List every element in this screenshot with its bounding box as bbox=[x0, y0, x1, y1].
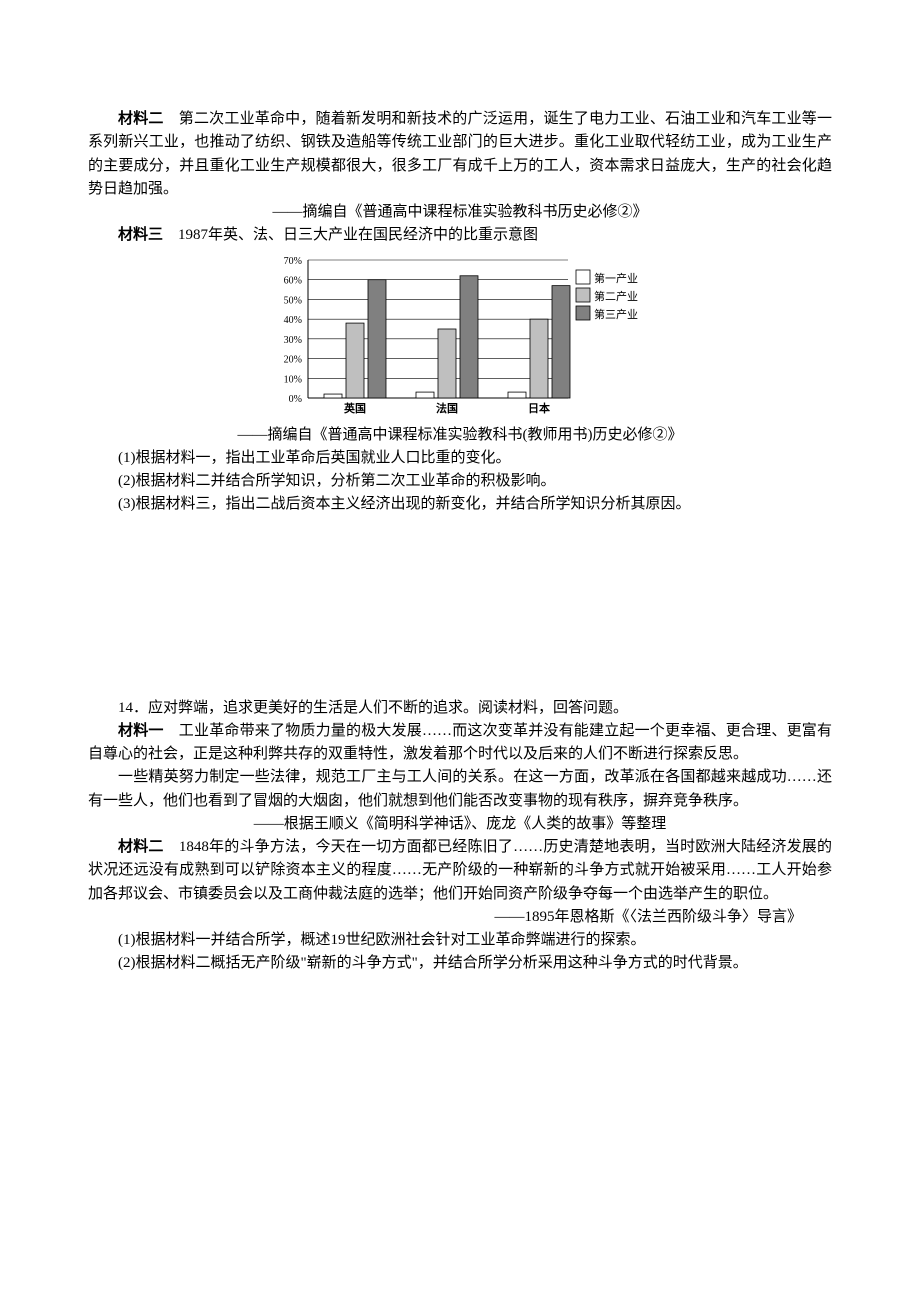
q14-material-2: 材料二 1848年的斗争方法，今天在一切方面都已经陈旧了……历史清楚地表明，当时… bbox=[88, 836, 832, 906]
document-page: 材料二 第二次工业革命中，随着新发明和新技术的广泛运用，诞生了电力工业、石油工业… bbox=[0, 0, 920, 1302]
svg-text:第一产业: 第一产业 bbox=[594, 271, 638, 285]
q14-m2-attrib: ——1895年恩格斯《〈法兰西阶级斗争〉导言》 bbox=[88, 906, 832, 929]
industry-bar-chart: 0% 10% 20% 30% 40% 50% 60% 70% 英国 法国 日本 第一产业第二产业第三产… bbox=[88, 252, 832, 422]
material-3-title: 1987年英、法、日三大产业在国民经济中的比重示意图 bbox=[163, 227, 538, 243]
q14-sub-q2: (2)根据材料二概括无产阶级"崭新的斗争方式"，并结合所学分析采用这种斗争方式的… bbox=[88, 952, 832, 975]
spacing bbox=[88, 517, 832, 697]
svg-text:10%: 10% bbox=[284, 374, 302, 385]
material-2-label: 材料二 bbox=[118, 111, 164, 127]
q14-m2-body: 1848年的斗争方法，今天在一切方面都已经陈旧了……历史清楚地表明，当时欧洲大陆… bbox=[88, 839, 832, 902]
svg-text:20%: 20% bbox=[284, 354, 302, 365]
material-2-body: 第二次工业革命中，随着新发明和新技术的广泛运用，诞生了电力工业、石油工业和汽车工… bbox=[88, 111, 832, 197]
q14-m2-label: 材料二 bbox=[118, 839, 164, 855]
material-3-label: 材料三 bbox=[118, 227, 163, 243]
svg-text:日本: 日本 bbox=[528, 401, 550, 415]
svg-text:70%: 70% bbox=[284, 256, 302, 267]
q14-m1-body: 工业革命带来了物质力量的极大发展……而这次变革并没有能建立起一个更幸福、更合理、… bbox=[88, 723, 832, 762]
svg-text:法国: 法国 bbox=[436, 401, 458, 415]
svg-text:30%: 30% bbox=[284, 334, 302, 345]
material-2-attrib: ——摘编自《普通高中课程标准实验教科书历史必修②》 bbox=[88, 201, 832, 224]
material-3: 材料三 1987年英、法、日三大产业在国民经济中的比重示意图 bbox=[88, 224, 832, 247]
svg-text:第三产业: 第三产业 bbox=[594, 307, 638, 321]
svg-text:50%: 50% bbox=[284, 295, 302, 306]
q14-m1-para2: 一些精英努力制定一些法律，规范工厂主与工人间的关系。在这一方面，改革派在各国都越… bbox=[88, 766, 832, 813]
svg-text:60%: 60% bbox=[284, 275, 302, 286]
q14-m1-label: 材料一 bbox=[118, 723, 164, 739]
material-3-attrib: ——摘编自《普通高中课程标准实验教科书(教师用书)历史必修②》 bbox=[88, 424, 832, 447]
chart-svg: 0% 10% 20% 30% 40% 50% 60% 70% 英国 法国 日本 第一产业第二产业第三产… bbox=[250, 252, 670, 422]
question-1: (1)根据材料一，指出工业革命后英国就业人口比重的变化。 bbox=[88, 447, 832, 470]
svg-text:第二产业: 第二产业 bbox=[594, 289, 638, 303]
svg-text:40%: 40% bbox=[284, 315, 302, 326]
svg-text:0%: 0% bbox=[289, 394, 302, 405]
material-2: 材料二 第二次工业革命中，随着新发明和新技术的广泛运用，诞生了电力工业、石油工业… bbox=[88, 108, 832, 201]
q14-intro: 14．应对弊端，追求更美好的生活是人们不断的追求。阅读材料，回答问题。 bbox=[88, 697, 832, 720]
q14-material-1: 材料一 工业革命带来了物质力量的极大发展……而这次变革并没有能建立起一个更幸福、… bbox=[88, 720, 832, 767]
question-3: (3)根据材料三，指出二战后资本主义经济出现的新变化，并结合所学知识分析其原因。 bbox=[88, 493, 832, 516]
svg-text:英国: 英国 bbox=[343, 401, 366, 415]
q14-sub-q1: (1)根据材料一并结合所学，概述19世纪欧洲社会针对工业革命弊端进行的探索。 bbox=[88, 929, 832, 952]
question-2: (2)根据材料二并结合所学知识，分析第二次工业革命的积极影响。 bbox=[88, 470, 832, 493]
q14-m1-attrib: ——根据王顺义《简明科学神话》、庞龙《人类的故事》等整理 bbox=[88, 813, 832, 836]
